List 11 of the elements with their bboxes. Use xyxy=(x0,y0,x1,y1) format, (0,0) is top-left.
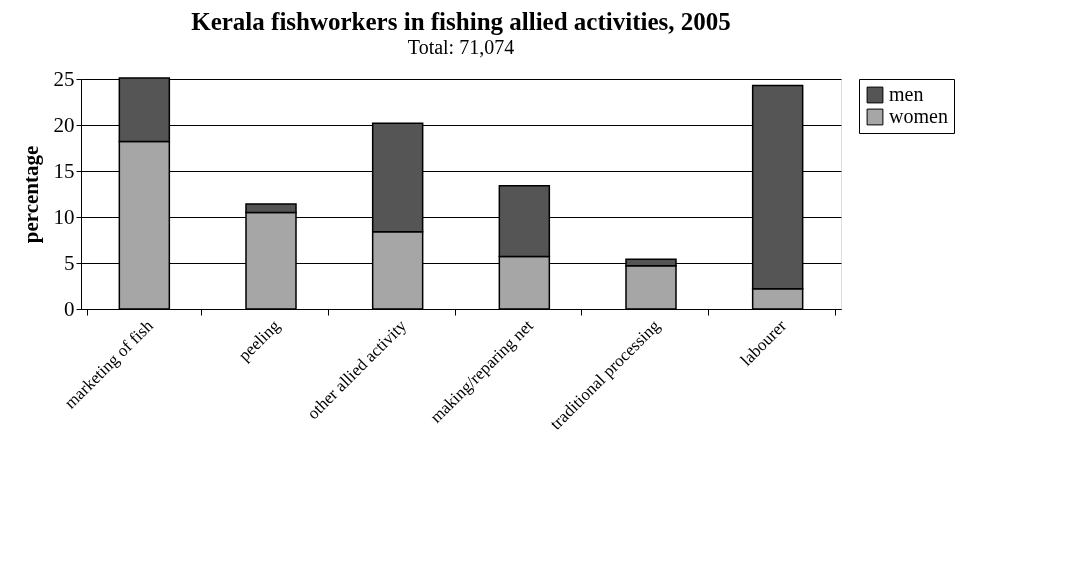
y-tick-label: 5 xyxy=(64,250,75,275)
chart-title: Kerala fishworkers in fishing allied activities, 2005 xyxy=(191,8,731,35)
legend-label: men xyxy=(889,83,924,105)
legend-label: women xyxy=(889,105,948,127)
y-tick-label: 15 xyxy=(53,158,75,183)
y-tick-label: 0 xyxy=(64,296,75,321)
chart-subtitle: Total: 71,074 xyxy=(407,36,515,58)
y-tick-label: 20 xyxy=(53,112,75,137)
y-axis-title: percentage xyxy=(18,145,43,244)
y-tick-label: 25 xyxy=(53,66,75,91)
y-tick-label: 10 xyxy=(53,204,75,229)
